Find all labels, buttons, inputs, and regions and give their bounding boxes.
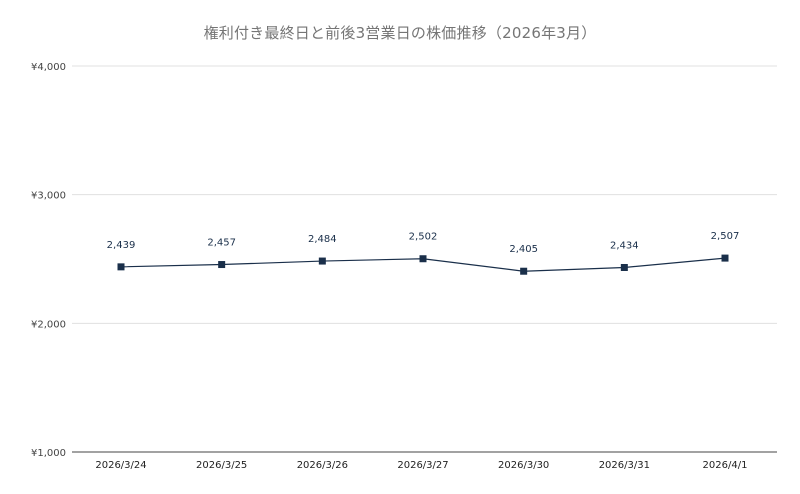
data-label: 2,434 xyxy=(610,240,639,251)
data-point xyxy=(721,254,729,262)
data-label: 2,439 xyxy=(107,240,136,251)
x-tick-label: 2026/3/31 xyxy=(599,460,650,471)
x-tick-label: 2026/3/30 xyxy=(498,460,549,471)
data-label: 2,502 xyxy=(409,232,438,243)
data-point xyxy=(117,263,125,271)
data-label: 2,457 xyxy=(207,238,236,249)
y-tick-label: ¥1,000 xyxy=(31,448,66,459)
x-tick-label: 2026/4/1 xyxy=(703,460,748,471)
data-label: 2,484 xyxy=(308,234,337,245)
chart-title: 権利付き最終日と前後3営業日の株価推移（2026年3月） xyxy=(203,24,597,42)
data-label: 2,405 xyxy=(509,244,538,255)
data-point xyxy=(520,267,528,275)
y-tick-label: ¥2,000 xyxy=(31,319,66,330)
x-tick-label: 2026/3/25 xyxy=(196,460,247,471)
data-point xyxy=(318,257,326,265)
x-tick-label: 2026/3/26 xyxy=(297,460,348,471)
data-label: 2,507 xyxy=(711,231,740,242)
x-tick-label: 2026/3/27 xyxy=(397,460,448,471)
data-point xyxy=(218,261,226,269)
y-tick-label: ¥4,000 xyxy=(31,62,66,73)
y-tick-label: ¥3,000 xyxy=(31,191,66,202)
data-point xyxy=(620,263,628,271)
x-tick-label: 2026/3/24 xyxy=(95,460,146,471)
data-point xyxy=(419,255,427,263)
